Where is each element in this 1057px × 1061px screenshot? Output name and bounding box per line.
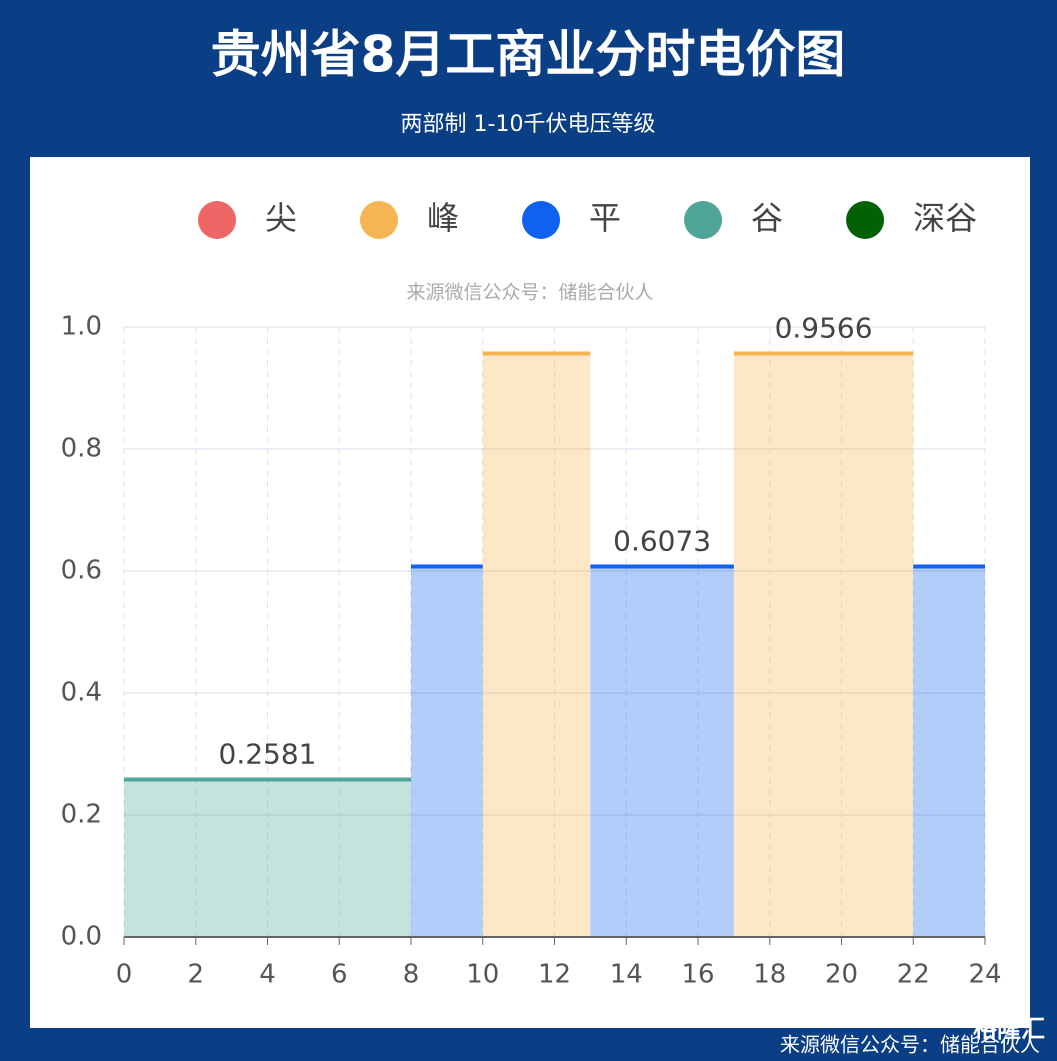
bar xyxy=(411,566,483,937)
legend-label: 谷 xyxy=(751,199,783,237)
subtitle: 两部制 1-10千伏电压等级 xyxy=(401,112,656,137)
legend-label: 深谷 xyxy=(913,199,977,237)
bar xyxy=(590,566,734,937)
bar xyxy=(733,353,914,937)
legend-marker xyxy=(198,201,236,239)
x-tick-label: 6 xyxy=(331,960,348,990)
legend-label: 峰 xyxy=(427,199,459,237)
title: 贵州省8月工商业分时电价图 xyxy=(211,26,846,84)
x-tick-label: 18 xyxy=(753,960,786,990)
y-tick-label: 0.2 xyxy=(61,800,102,830)
y-tick-label: 0.0 xyxy=(61,922,102,952)
legend-label: 平 xyxy=(589,199,621,237)
legend-marker xyxy=(684,201,723,239)
footer-source: 来源微信公众号：储能合伙人 xyxy=(780,1033,1040,1057)
x-tick-label: 2 xyxy=(187,960,204,990)
value-label: 0.9566 xyxy=(775,311,873,344)
bar xyxy=(913,566,985,937)
legend-marker xyxy=(522,201,561,239)
value-label: 0.6073 xyxy=(613,525,711,558)
x-tick-label: 22 xyxy=(897,960,930,990)
legend-label: 尖 xyxy=(265,199,297,237)
y-tick-label: 0.6 xyxy=(61,556,102,586)
x-tick-label: 8 xyxy=(403,960,420,990)
legend-marker xyxy=(846,201,885,239)
x-tick-label: 0 xyxy=(116,960,133,990)
value-label: 0.2581 xyxy=(219,738,317,771)
x-tick-label: 10 xyxy=(466,960,499,990)
y-tick-label: 1.0 xyxy=(61,312,102,342)
x-tick-label: 24 xyxy=(968,960,1001,990)
x-tick-label: 12 xyxy=(538,960,571,990)
bar xyxy=(124,779,411,937)
legend-marker xyxy=(360,201,399,239)
x-tick-label: 20 xyxy=(825,960,858,990)
y-tick-label: 0.8 xyxy=(61,434,102,464)
x-tick-label: 14 xyxy=(610,960,643,990)
y-tick-label: 0.4 xyxy=(61,678,102,708)
source: 来源微信公众号：储能合伙人 xyxy=(406,282,653,304)
x-tick-label: 4 xyxy=(259,960,276,990)
bar xyxy=(482,353,591,937)
logo: 格隆汇 xyxy=(973,1015,1045,1043)
panel xyxy=(30,157,1030,1028)
x-tick-label: 16 xyxy=(681,960,714,990)
